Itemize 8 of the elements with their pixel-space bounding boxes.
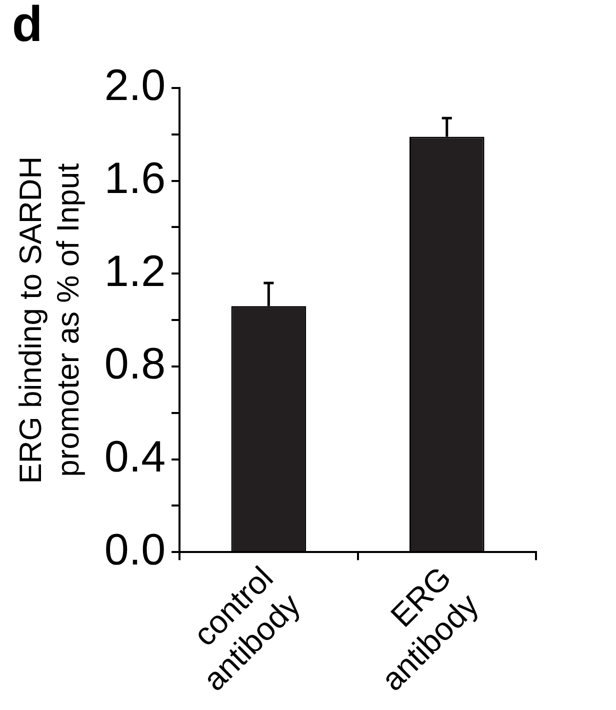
y-tick-label: 1.6 [104, 154, 166, 203]
y-axis-title: ERG binding to SARDH promoter as % of Input [13, 156, 86, 484]
y-tick-label: 1.2 [104, 246, 166, 296]
y-tick-label: 2.0 [104, 61, 166, 110]
y-tick-label: 0.4 [104, 432, 166, 482]
text: d [12, 0, 43, 52]
y-tick-label: 0.8 [104, 340, 166, 389]
y-tick-label: 0.0 [104, 525, 166, 574]
